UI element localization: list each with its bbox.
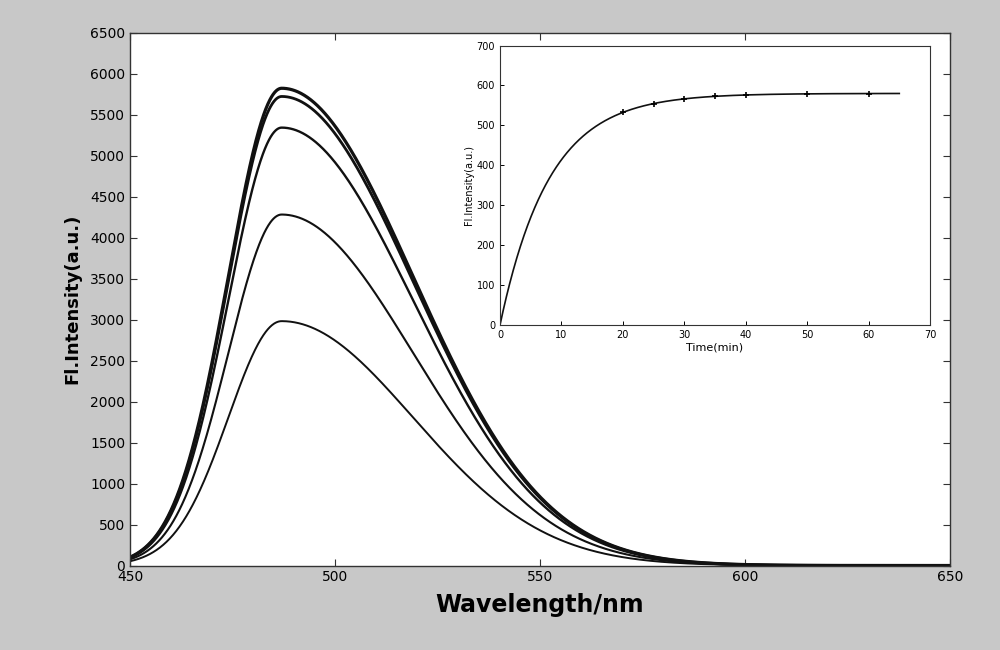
X-axis label: Time(min): Time(min) [686, 343, 744, 353]
X-axis label: Wavelength/nm: Wavelength/nm [436, 593, 644, 617]
Y-axis label: Fl.Intensity(a.u.): Fl.Intensity(a.u.) [64, 214, 82, 384]
Y-axis label: Fl.Intensity(a.u.): Fl.Intensity(a.u.) [464, 145, 474, 226]
